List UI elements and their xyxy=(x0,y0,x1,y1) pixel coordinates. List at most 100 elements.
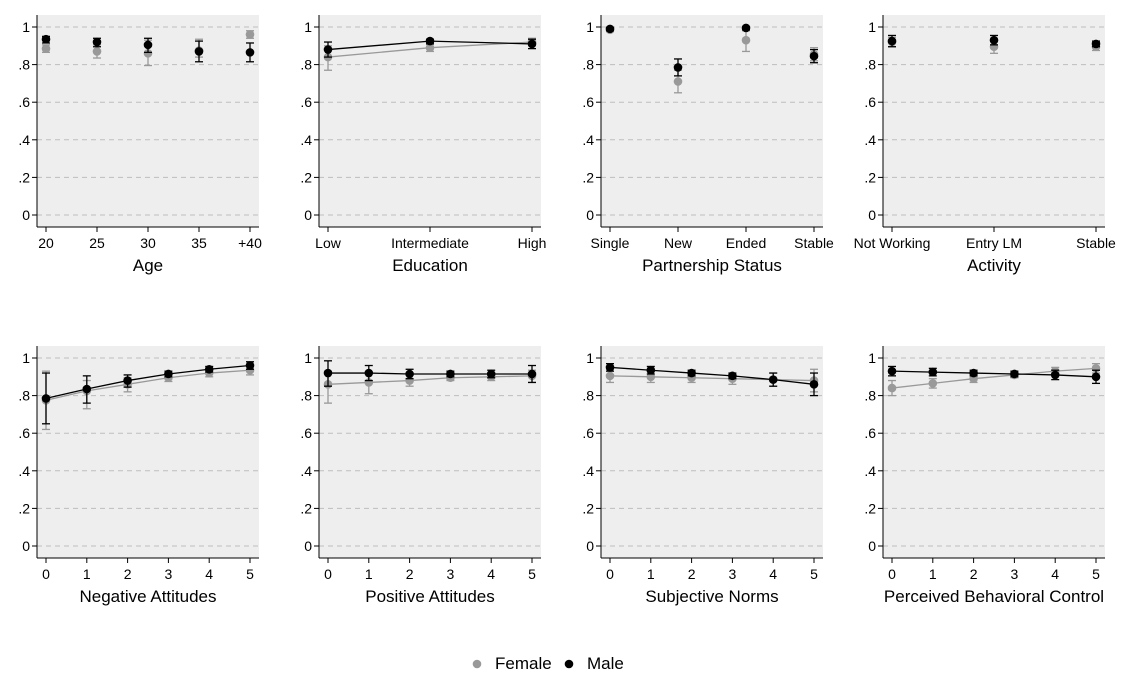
y-tick-label: .2 xyxy=(18,169,30,185)
data-point-male xyxy=(204,364,214,374)
data-point-male xyxy=(446,369,455,379)
y-tick-label: .4 xyxy=(582,132,594,148)
data-point-male xyxy=(486,369,496,379)
panel-education: 0 .2 .4 .6 .8 1 Low Intermediate High Education xyxy=(300,15,546,275)
data-point-male xyxy=(323,368,333,378)
series-line-female xyxy=(327,375,533,385)
y-tick-label: .4 xyxy=(300,463,312,479)
x-tick-label: 4 xyxy=(205,566,213,582)
x-tick-label: 2 xyxy=(688,566,696,582)
y-tick-label: 0 xyxy=(586,207,594,223)
y-tick-label: .8 xyxy=(18,388,30,404)
x-axis-title: Age xyxy=(133,256,163,275)
y-tick-label: 1 xyxy=(868,19,876,35)
y-tick-label: .2 xyxy=(18,500,30,516)
x-tick-label: 25 xyxy=(89,235,105,251)
data-point-female xyxy=(928,379,938,388)
data-point-male xyxy=(673,63,683,72)
data-point-male xyxy=(741,23,751,33)
y-tick-label: 0 xyxy=(868,538,876,554)
data-point-female xyxy=(605,371,615,381)
data-point-female xyxy=(673,77,683,86)
data-point-male xyxy=(425,36,435,46)
series-male xyxy=(41,34,255,63)
y-tick-label: 1 xyxy=(586,19,594,35)
y-tick-label: 0 xyxy=(304,538,312,554)
data-point-male xyxy=(687,368,696,378)
data-point-male xyxy=(768,375,778,384)
data-point-female xyxy=(646,372,656,382)
x-tick-label: 4 xyxy=(1051,566,1059,582)
y-tick-label: .8 xyxy=(300,388,312,404)
y-tick-label: .2 xyxy=(864,169,876,185)
series-line-male xyxy=(609,366,815,385)
series-male xyxy=(323,360,537,387)
x-tick-label: 1 xyxy=(365,566,373,582)
series-line-female xyxy=(45,369,251,401)
data-point-male xyxy=(928,367,938,377)
y-tick-label: 0 xyxy=(586,538,594,554)
x-axis-title: Activity xyxy=(967,256,1021,275)
y-tick-label: .8 xyxy=(582,57,594,73)
data-point-male xyxy=(527,369,537,379)
x-tick-label: 3 xyxy=(447,566,455,582)
y-tick-label: .2 xyxy=(864,500,876,516)
data-point-male xyxy=(646,365,656,375)
data-point-male xyxy=(364,368,374,378)
x-tick-label: 2 xyxy=(970,566,978,582)
x-tick-label: 20 xyxy=(38,235,54,251)
y-tick-label: .6 xyxy=(582,94,594,110)
x-axis-title: Negative Attitudes xyxy=(79,587,216,606)
y-tick-label: .6 xyxy=(300,425,312,441)
y-tick-label: .4 xyxy=(864,463,876,479)
x-tick-label: Not Working xyxy=(854,235,931,251)
y-tick-label: 1 xyxy=(586,350,594,366)
data-point-male xyxy=(41,394,51,403)
y-tick-label: .6 xyxy=(300,94,312,110)
data-point-male xyxy=(809,51,819,61)
x-tick-label: 3 xyxy=(165,566,173,582)
data-point-male xyxy=(1050,370,1060,380)
series-line-male xyxy=(45,364,251,400)
x-tick-label: High xyxy=(518,235,547,251)
x-axis-title: Positive Attitudes xyxy=(365,587,494,606)
y-tick-label: .6 xyxy=(18,425,30,441)
data-point-female xyxy=(143,49,153,58)
y-tick-label: .8 xyxy=(864,388,876,404)
x-tick-label: 0 xyxy=(42,566,50,582)
x-tick-label: 2 xyxy=(124,566,132,582)
y-tick-label: .8 xyxy=(582,388,594,404)
x-tick-label: New xyxy=(664,235,693,251)
data-point-male xyxy=(527,39,537,49)
x-tick-label: Stable xyxy=(794,235,834,251)
data-point-male xyxy=(809,380,819,389)
plot-area xyxy=(883,346,1105,558)
legend: Female Male xyxy=(472,654,624,673)
panel-negative-attitudes: 0 .2 .4 .6 .8 1 0 1 2 3 4 5 Negative Attitudes xyxy=(18,346,259,606)
x-tick-label: Stable xyxy=(1076,235,1116,251)
y-tick-label: .6 xyxy=(18,94,30,110)
data-point-male xyxy=(969,368,978,378)
y-tick-label: 0 xyxy=(868,207,876,223)
data-point-male xyxy=(194,47,204,56)
x-tick-label: 3 xyxy=(1011,566,1019,582)
x-tick-label: 5 xyxy=(246,566,254,582)
data-point-male xyxy=(605,363,615,372)
x-tick-label: 5 xyxy=(528,566,536,582)
data-point-female xyxy=(41,44,51,53)
x-tick-label: 1 xyxy=(929,566,937,582)
x-tick-label: 2 xyxy=(406,566,414,582)
data-point-male xyxy=(405,369,414,379)
data-point-male xyxy=(41,34,51,44)
x-tick-label: 0 xyxy=(606,566,614,582)
legend-marker-female xyxy=(472,659,482,669)
x-tick-label: 1 xyxy=(83,566,91,582)
series-male xyxy=(605,362,819,397)
x-tick-label: 1 xyxy=(647,566,655,582)
y-tick-label: 0 xyxy=(22,207,30,223)
y-tick-label: .4 xyxy=(582,463,594,479)
panel-subjective-norms: 0 .2 .4 .6 .8 1 0 1 2 3 4 5 Subjective Norms xyxy=(582,346,823,606)
panel-age: 0 .2 .4 .6 .8 1 20 25 30 35 +40 Age xyxy=(18,15,262,275)
data-point-female xyxy=(92,47,102,56)
